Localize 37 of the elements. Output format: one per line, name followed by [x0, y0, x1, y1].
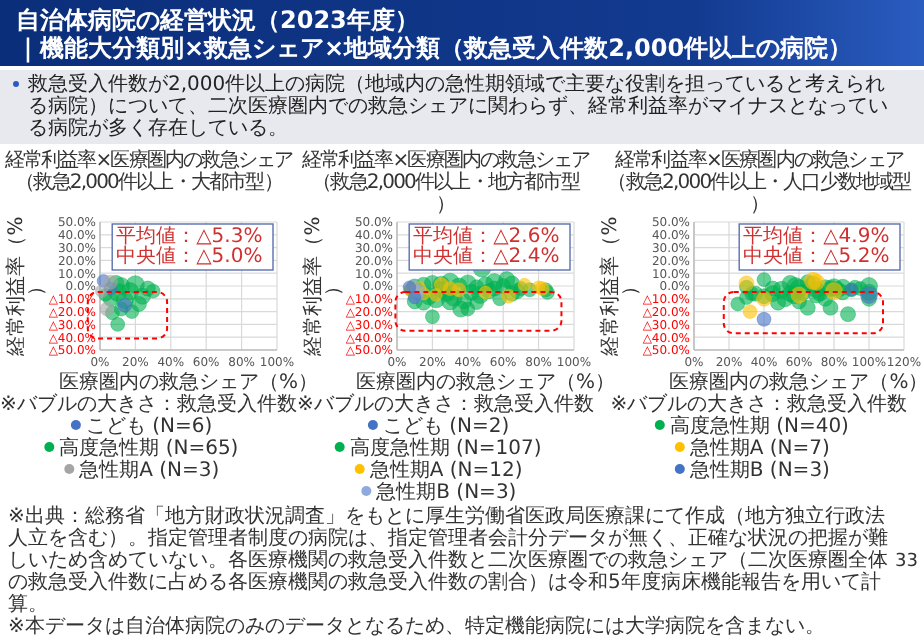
x-axis-title: 医療圏内の救急シェア（%） [58, 370, 319, 394]
legend-label: 急性期B (N=3) [687, 458, 831, 482]
text: ※バブルの大きさ：救急受入件数 [610, 392, 908, 416]
text: ※本データは自治体病院のみのデータとなるため、特定機能病院には大学病院を含まない。 [8, 614, 825, 638]
text: 33 [895, 552, 918, 572]
y-axis-title: 経常利益率（%） [301, 216, 345, 358]
legend-label: 高度急性期 (N=65) [59, 436, 239, 460]
legend-label: 急性期A (N=7) [687, 436, 831, 460]
x-axis-title: 医療圏内の救急シェア（%） [355, 370, 616, 394]
legend-label: 高度急性期 (N=40) [669, 414, 850, 438]
text: ※出典：総務省「地方財政状況調査」をもとに厚生労働省医政局医療課にて作成（地方独立行政法人立を含む）。指定管理者制度の病院は、指定管理者会計分データが無く、正確な状況の把握が難しいため含めていない。各医療機関の救急受入件数と二次医療圏での救急シェア（二次医療圏全体の救急受入件数に占める各医療機関の救急受入件数の割合）は令和5年度病床機能報告を用いて計算。 [8, 504, 888, 616]
annotation: 中央値：△5.2% [743, 244, 890, 268]
chart-subtitle: （救急2,000件以上・地方都市型） [312, 170, 581, 216]
y-axis-title: 経常利益率（%） [4, 216, 48, 358]
legend-label: こども (N=6) [85, 416, 213, 438]
annotation: 中央値：△2.4% [413, 244, 560, 268]
annotation: 中央値：△5.0% [116, 244, 263, 268]
chart-title: 経常利益率×医療圏内の救急シェア [299, 148, 592, 172]
text: 自治体病院の経営状況（2023年度） [16, 6, 419, 34]
text: ｜機能大分類別×救急シェア×地域分類（救急受入件数2,000件以上の病院） [16, 34, 853, 64]
text: ※バブルの大きさ：救急受入件数 [297, 392, 594, 416]
chart-subtitle: （救急2,000件以上・大都市型） [15, 170, 282, 194]
y-axis-title: 経常利益率（%） [598, 216, 642, 358]
text: 救急受入件数が2,000件以上の病院（地域内の急性期領域で主要な役割を担っていると考えられる病院）について、二次医療圏内での救急シェアに関わらず、経常利益率がマイナスとなっている病院が多く存在している。 [26, 72, 888, 140]
chart-subtitle: （救急2,000件以上・人口少数地域型） [607, 170, 913, 216]
legend-label: 急性期A (N=12) [367, 458, 523, 482]
annotation: 平均値：△2.6% [413, 224, 560, 248]
legend-label: 急性期B (N=3) [374, 480, 517, 504]
chart-title: 経常利益率×医療圏内の救急シェア [2, 148, 295, 172]
legend-label: 急性期A (N=3) [77, 458, 220, 482]
chart-title: 経常利益率×医療圏内の救急シェア [613, 148, 905, 172]
legend-label: 高度急性期 (N=107) [349, 436, 542, 460]
legend-label: こども (N=2) [382, 416, 510, 438]
text: ※バブルの大きさ：救急受入件数 [0, 392, 297, 416]
annotation: 平均値：△4.9% [743, 224, 890, 248]
annotation: 平均値：△5.3% [116, 224, 263, 248]
x-axis-title: 医療圏内の救急シェア（%） [669, 370, 924, 394]
